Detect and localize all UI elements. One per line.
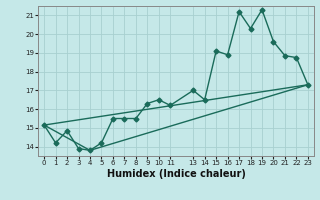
X-axis label: Humidex (Indice chaleur): Humidex (Indice chaleur) — [107, 169, 245, 179]
